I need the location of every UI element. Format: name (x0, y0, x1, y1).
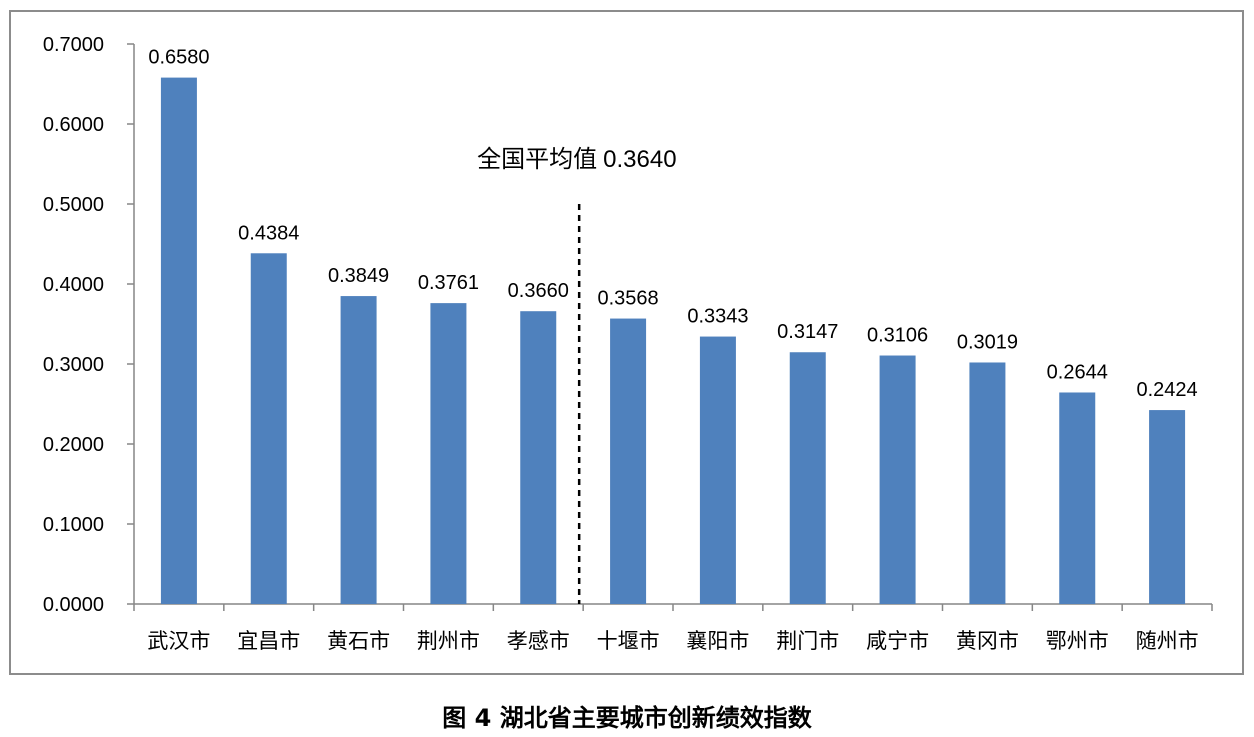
reference-label-text: 全国平均值 (477, 145, 597, 173)
y-tick-label: 0.3000 (43, 354, 104, 376)
bar (789, 352, 826, 604)
x-category-label: 鄂州市 (1046, 629, 1109, 653)
data-label: 0.3147 (777, 321, 838, 343)
bar (699, 336, 736, 604)
x-category-label: 武汉市 (147, 629, 210, 653)
y-tick-label: 0.0000 (43, 594, 104, 616)
data-label: 0.2644 (1047, 361, 1108, 383)
x-category-label: 随州市 (1136, 629, 1199, 653)
x-category-label: 荆门市 (776, 629, 839, 653)
bar (340, 296, 377, 604)
data-label: 0.3849 (328, 265, 389, 287)
x-category-label: 十堰市 (597, 629, 660, 653)
bar (1059, 392, 1096, 604)
bar-chart: 0.0000 0.1000 0.2000 0.3000 0.4000 0.5000 0.60… (43, 34, 1213, 653)
y-tick-label: 0.5000 (43, 194, 104, 216)
y-tick-label: 0.2000 (43, 434, 104, 456)
bar (879, 355, 916, 604)
bar (520, 311, 557, 604)
bar (969, 362, 1006, 604)
x-category-label: 黄冈市 (956, 629, 1019, 653)
data-label: 0.3019 (957, 331, 1018, 353)
data-label: 0.2424 (1136, 379, 1197, 401)
reference-label: 全国平均值 0.3640 (477, 145, 676, 173)
data-label: 0.4384 (238, 222, 299, 244)
bar (250, 253, 287, 604)
data-label: 0.3660 (508, 280, 569, 302)
figure-caption: 图 4 湖北省主要城市创新绩效指数 (442, 704, 812, 732)
x-category-label: 咸宁市 (866, 629, 929, 653)
bar (1149, 410, 1186, 604)
y-tick-label: 0.4000 (43, 274, 104, 296)
data-label: 0.3761 (418, 272, 479, 294)
bar (430, 303, 467, 604)
x-category-label: 宜昌市 (237, 629, 300, 653)
reference-value-label: 0.3640 (603, 146, 676, 173)
y-tick-label: 0.1000 (43, 514, 104, 536)
y-tick-label: 0.7000 (43, 34, 104, 56)
x-category-label: 荆州市 (417, 629, 480, 653)
x-category-label: 襄阳市 (686, 629, 749, 653)
bar (610, 318, 647, 604)
data-label: 0.3343 (687, 306, 748, 328)
bar (160, 77, 197, 605)
x-category-label: 黄石市 (327, 629, 390, 653)
data-label: 0.3568 (597, 288, 658, 310)
data-label: 0.6580 (148, 47, 209, 69)
x-category-label: 孝感市 (507, 629, 570, 653)
data-label: 0.3106 (867, 325, 928, 347)
y-tick-label: 0.6000 (43, 114, 104, 136)
